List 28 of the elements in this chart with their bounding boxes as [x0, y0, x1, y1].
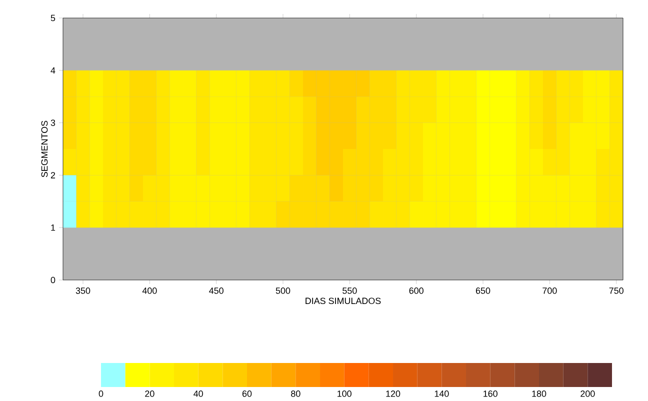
y-tick-label: 5: [50, 14, 56, 22]
y-tick-label: 4: [50, 67, 56, 74]
color-bar-label: 160: [484, 390, 498, 397]
color-bar-label: 60: [242, 390, 252, 397]
color-bar-label: 100: [338, 390, 352, 397]
color-bar-label: 120: [386, 390, 400, 397]
x-tick-label: 450: [209, 288, 224, 294]
color-bar-label: 0: [98, 390, 104, 397]
x-tick-label: 750: [609, 288, 624, 294]
color-bar-label: 20: [145, 390, 154, 397]
y-tick-label: 3: [50, 120, 56, 126]
x-tick-label: 350: [76, 288, 90, 294]
x-tick-label: 650: [476, 288, 490, 294]
color-bar-label: 200: [580, 390, 595, 397]
x-tick-label: 550: [342, 288, 357, 294]
x-tick-label: 500: [276, 288, 290, 294]
x-axis-title: DIAS SIMULADOS: [306, 298, 381, 304]
y-tick-label: 2: [50, 172, 56, 178]
y-tick-label: 0: [50, 276, 56, 284]
y-tick-label: 1: [51, 224, 56, 231]
y-axis-title: SEGMENTOS: [41, 120, 48, 178]
x-tick-label: 400: [142, 288, 157, 294]
color-bar-label: 40: [194, 390, 203, 397]
color-bar-label: 80: [291, 390, 300, 397]
color-bar-label: 140: [434, 390, 449, 397]
x-tick-label: 600: [409, 288, 424, 294]
x-tick-label: 700: [542, 288, 557, 294]
color-bar-label: 180: [532, 390, 546, 397]
